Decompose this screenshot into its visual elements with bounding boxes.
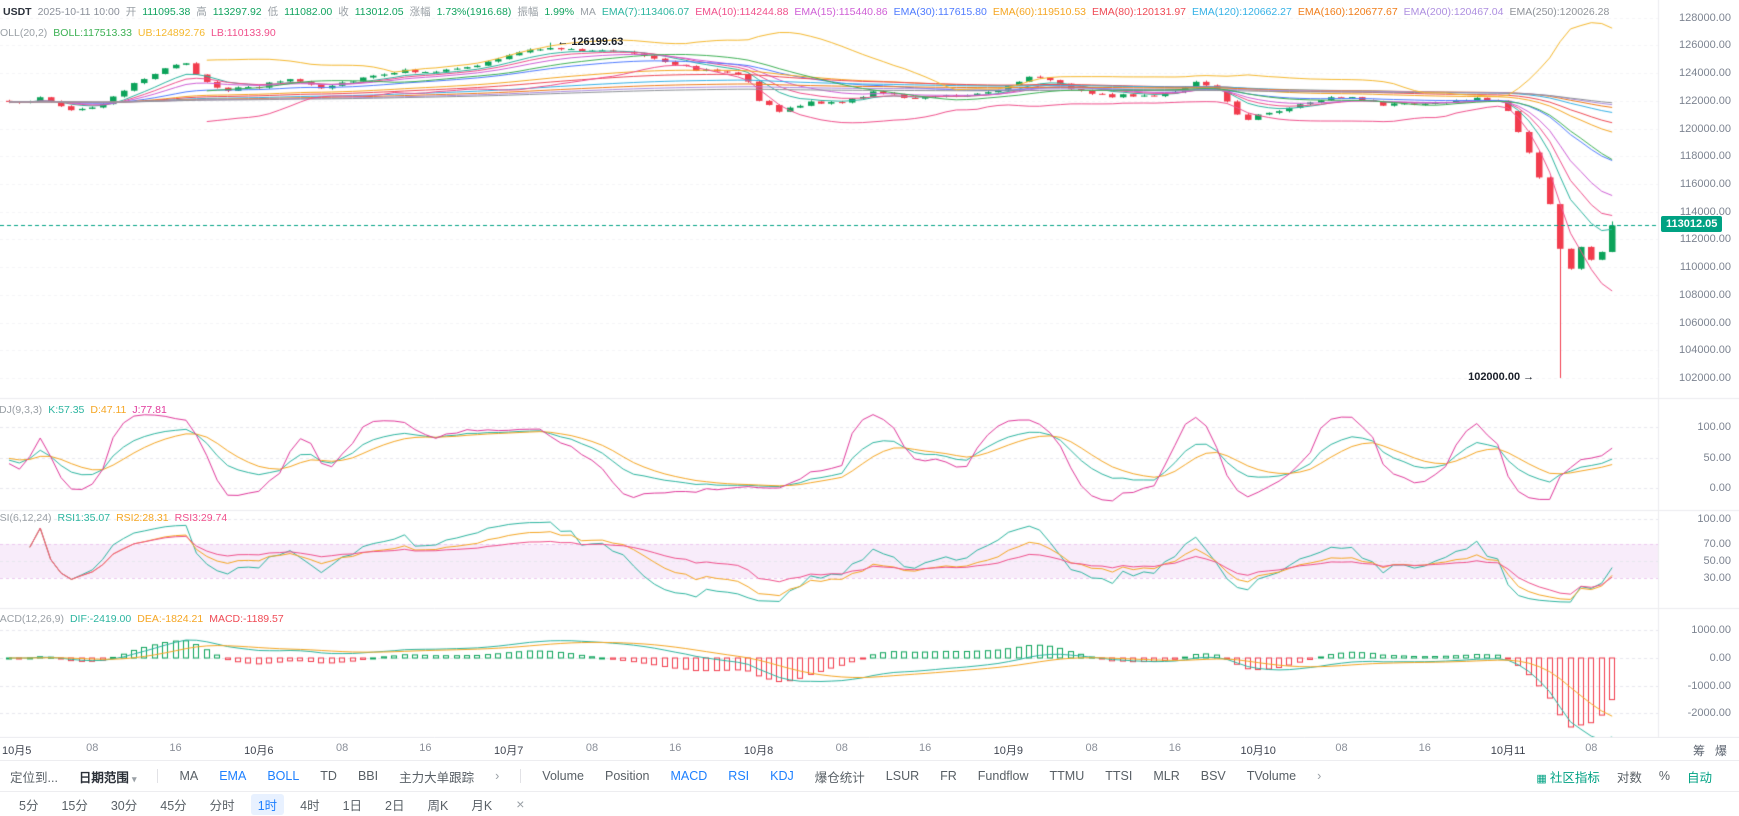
time-tick-hour[interactable]: 08 [835,742,848,754]
indicator-button[interactable]: TTSI [1105,769,1133,783]
timeframe-bar: 5分 15分 30分 45分 分时 1时 4时 1日 2日 周K 月K × [0,791,1739,816]
indicator-button[interactable]: MA [179,769,199,783]
toolbar-divider [520,769,522,783]
indicator-button[interactable]: LSUR [885,769,920,783]
chart-canvas[interactable] [0,0,1739,738]
timeframe-tab[interactable]: 分时 [209,798,235,813]
percent-scale-button[interactable]: % [1659,769,1670,783]
timeframe-tab[interactable]: 2日 [385,798,405,813]
indicator-button[interactable]: TVolume [1246,769,1297,783]
toolbar-right-label: 社区指标 [1549,770,1600,785]
time-tick-date[interactable]: 10月9 [993,745,1024,757]
time-tick-hour[interactable]: 16 [1418,742,1431,754]
indicator-button[interactable]: 爆仓统计 [814,770,865,785]
indicator-button[interactable]: BOLL [267,769,300,783]
time-tick-hour[interactable]: 08 [1335,742,1348,754]
locate-button[interactable]: 定位到... [10,770,58,785]
indicator-toolbar: 定位到... 日期范围 ▾ MA EMA BOLL TD BBI 主力大单跟踪 › Volume Po… [0,760,1739,791]
time-tick-hour[interactable]: 16 [419,742,432,754]
indicator-button[interactable]: BBI [357,769,379,783]
last-price-badge: 113012.05 [1661,216,1723,233]
indicator-button[interactable]: 主力大单跟踪 [399,770,475,785]
wick-low-annotation: 102000.00 → [1468,371,1534,383]
peak-price-value: 126199.63 [571,35,624,48]
indicator-button[interactable]: KDJ [770,769,794,783]
indicator-button[interactable]: TD [320,769,337,783]
timeframe-tab[interactable]: 周K [427,798,449,813]
wick-low-value: 102000.00 [1468,371,1521,383]
chevron-down-icon: ▾ [131,773,137,784]
indicator-button[interactable]: EMA [219,769,247,783]
time-tick-date[interactable]: 10月11 [1490,745,1526,757]
toolbar-right-label: % [1658,769,1670,783]
toolbar-divider [157,769,159,783]
indicator-button[interactable]: Volume [542,769,584,783]
time-tick-hour[interactable]: 16 [669,742,682,754]
auto-scale-button[interactable]: 自动 [1687,767,1712,786]
time-tick-date[interactable]: 10月5 [2,745,32,757]
time-tick-hour[interactable]: 16 [169,742,182,754]
indicator-button[interactable]: BSV [1200,769,1226,783]
time-tick-date[interactable]: 10月7 [493,745,524,757]
community-indicators-button[interactable]: ▦ 社区指标 [1536,767,1599,786]
arrow-left-icon: ← [557,35,569,48]
timeframe-tab[interactable]: 30分 [110,798,138,813]
timeframe-tab[interactable]: 15分 [61,798,88,813]
time-tick-hour[interactable]: 08 [86,742,99,754]
time-tick-hour[interactable]: 08 [1585,742,1598,754]
peak-price-annotation: ← 126199.63 [557,36,623,48]
timeframe-tab[interactable]: 45分 [160,798,187,813]
timeframe-tab[interactable]: 1时 [250,793,285,815]
community-indicator-icon: ▦ [1536,772,1547,785]
indicator-button[interactable]: Fundflow [977,769,1029,783]
time-tick-hour[interactable]: 16 [1168,742,1182,754]
date-range-button[interactable]: 日期范围 ▾ [78,770,137,785]
time-axis: 10月5 08 16 10月6 08 16 10月7 08 16 10月8 08 16 10月9 08 16… [0,738,1739,760]
more-indicators-chevron[interactable]: › [1317,769,1322,783]
time-tick-date[interactable]: 10月6 [244,745,274,757]
arrow-right-icon: → [1523,371,1535,383]
timeframe-tab[interactable]: 1日 [342,798,363,813]
timeframe-tab[interactable]: 4时 [300,798,320,813]
toolbar-right-label: 自动 [1686,770,1712,785]
close-icon[interactable]: × [516,796,525,812]
time-tick-hour[interactable]: 08 [1085,742,1098,754]
time-tick-date[interactable]: 10月10 [1240,745,1276,757]
chip-distribution-toggle[interactable]: 筹 [1692,744,1705,758]
log-scale-button[interactable]: 对数 [1617,767,1642,786]
time-tick-hour[interactable]: 08 [335,742,349,754]
time-tick-date[interactable]: 10月8 [743,745,774,757]
indicator-button[interactable]: RSI [728,769,750,783]
time-tick-hour[interactable]: 16 [918,742,932,754]
time-tick-hour[interactable]: 08 [585,742,599,754]
indicator-button[interactable]: MLR [1153,769,1180,783]
toolbar-right-label: 对数 [1616,770,1642,785]
liquidation-toggle[interactable]: 爆 [1714,744,1727,758]
indicator-button[interactable]: Position [605,769,650,783]
indicator-button[interactable]: TTMU [1049,769,1085,783]
indicator-button[interactable]: FR [940,769,957,783]
indicator-button[interactable]: MACD [670,769,708,783]
timeframe-tab[interactable]: 月K [471,798,493,813]
timeframe-tab[interactable]: 5分 [19,798,39,813]
more-indicators-chevron[interactable]: › [495,769,500,783]
